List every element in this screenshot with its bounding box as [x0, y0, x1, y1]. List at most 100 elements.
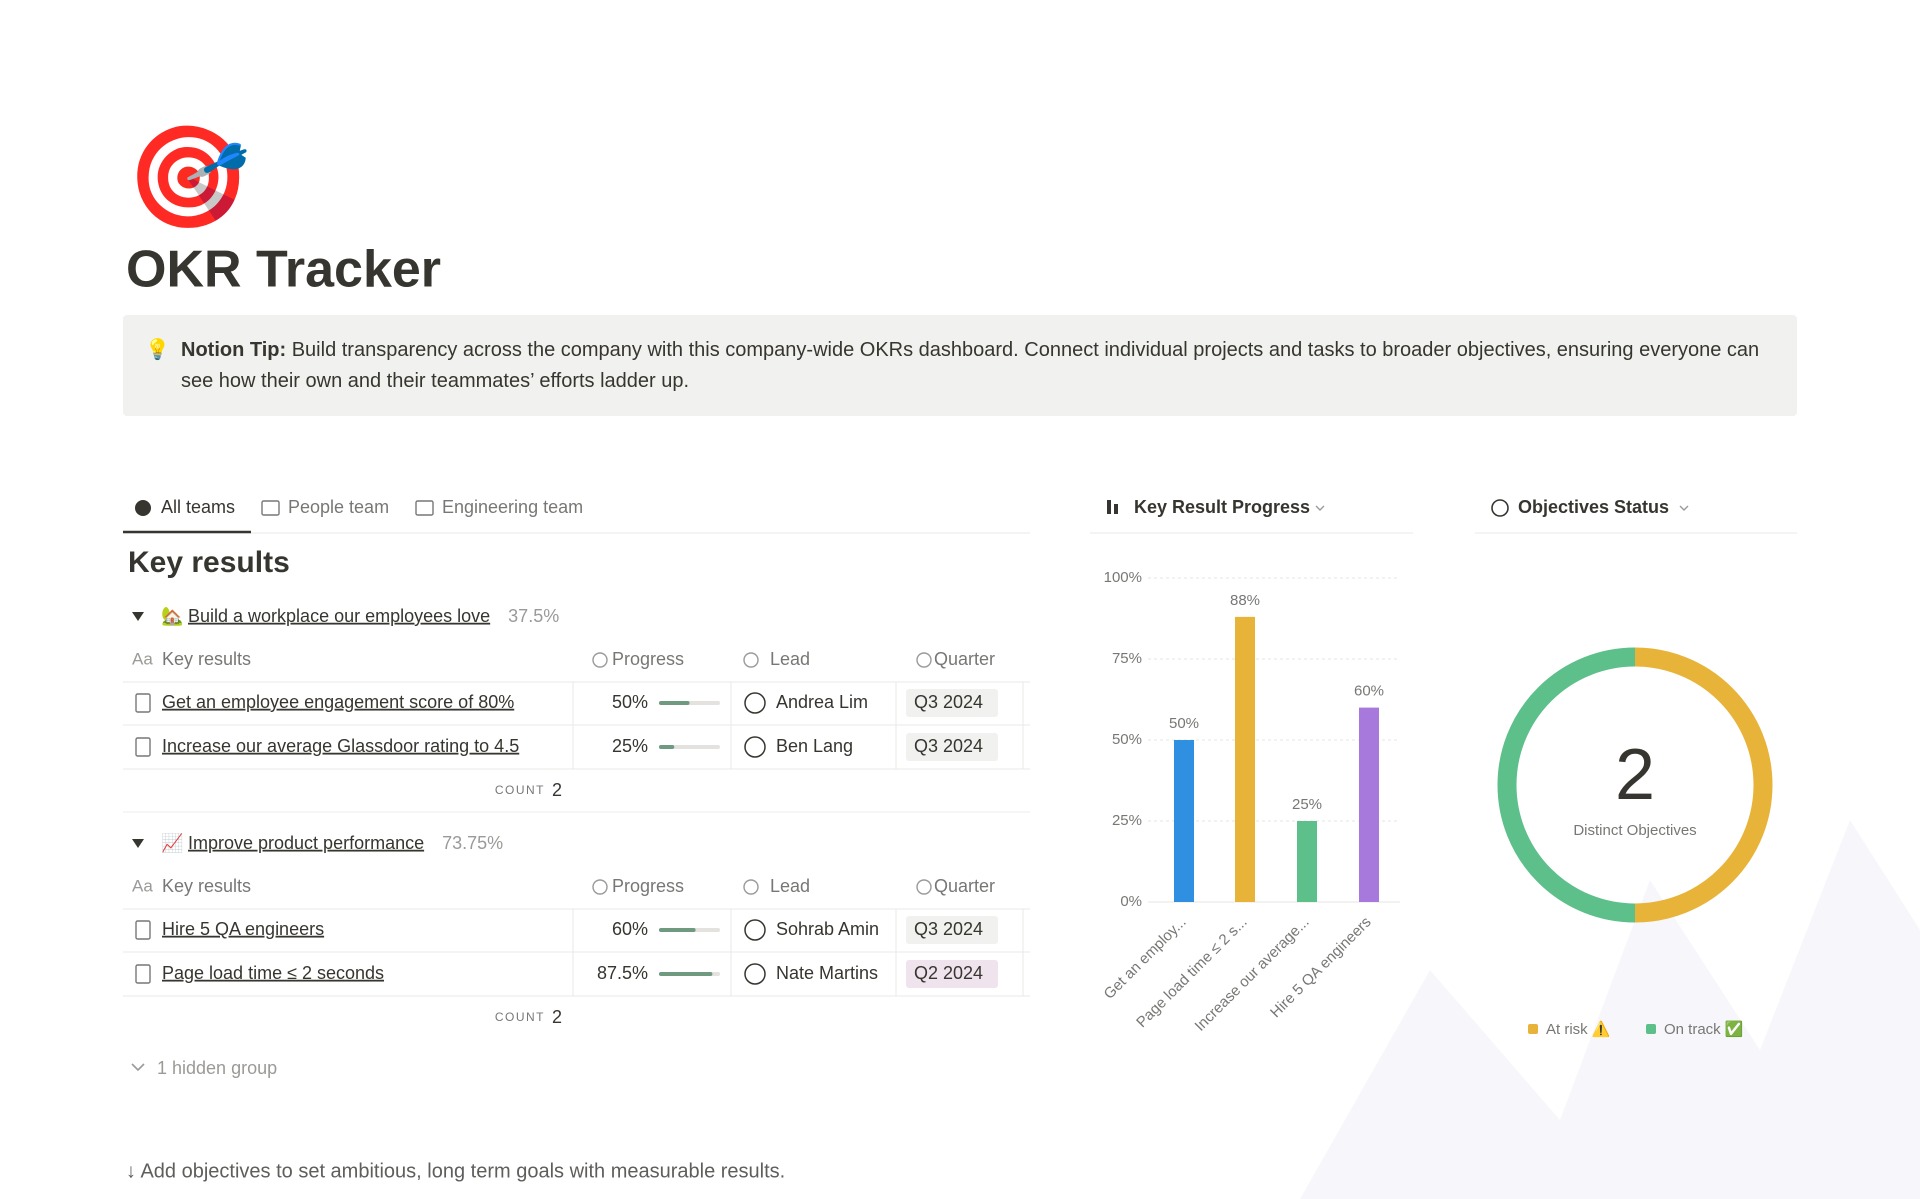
group-summary: 37.5%	[508, 606, 559, 626]
y-tick-label: 50%	[1112, 731, 1142, 748]
x-tick-label: Increase our average...	[1192, 914, 1313, 1035]
footer-text: ↓ Add objectives to set ambitious, long …	[126, 1160, 785, 1182]
lead: Andrea Lim	[776, 692, 868, 712]
bar	[1297, 821, 1317, 902]
toggle[interactable]	[132, 612, 144, 621]
page-icon-small	[135, 964, 151, 984]
progress-label: 60%	[612, 919, 648, 939]
column-icon	[592, 652, 608, 668]
progress-label: 25%	[612, 736, 648, 756]
quarter-tag	[906, 916, 998, 944]
row-title[interactable]: Increase our average Glassdoor rating to…	[162, 736, 519, 756]
y-tick-label: 25%	[1112, 812, 1142, 829]
column-header: Key results	[162, 876, 251, 896]
lead: Ben Lang	[776, 736, 853, 756]
chart-icon	[1107, 500, 1111, 514]
row-title[interactable]: Hire 5 QA engineers	[162, 919, 324, 939]
progress-track	[659, 745, 720, 749]
count: 2	[552, 780, 562, 800]
quarter: Q3 2024	[914, 736, 983, 756]
lead: Nate Martins	[776, 963, 878, 983]
column-header: Progress	[612, 649, 684, 669]
column-icon	[916, 652, 932, 668]
quarter-tag	[906, 733, 998, 761]
progress-bar	[659, 701, 690, 705]
donut-slice	[1634, 647, 1773, 923]
column-header: Quarter	[934, 876, 995, 896]
tab-icon	[261, 500, 280, 516]
y-tick-label: 75%	[1112, 650, 1142, 667]
row-title[interactable]: Page load time ≤ 2 seconds	[162, 963, 384, 983]
callout-icon: 💡	[145, 339, 170, 361]
column-header: Quarter	[934, 649, 995, 669]
count-label: COUNT	[495, 1010, 545, 1024]
y-tick-label: 100%	[1104, 569, 1142, 586]
callout-label: Notion Tip:	[181, 339, 287, 361]
column-icon	[743, 879, 759, 895]
legend-swatch	[1646, 1024, 1656, 1034]
section-title: Key results	[128, 546, 290, 579]
group-summary: 73.75%	[442, 833, 503, 853]
group-icon: 🏡	[161, 606, 183, 626]
value-label: 50%	[1169, 715, 1199, 732]
quarter: Q2 2024	[914, 963, 983, 983]
avatar	[744, 736, 766, 758]
center-value: 2	[1615, 735, 1655, 815]
count-label: COUNT	[495, 783, 545, 797]
chevron	[1315, 505, 1325, 511]
column-header: Lead	[770, 876, 810, 896]
chart-title[interactable]: Key Result Progress	[1134, 497, 1310, 517]
column-icon	[592, 879, 608, 895]
tab[interactable]: Engineering team	[442, 497, 583, 517]
row-title[interactable]: Get an employee engagement score of 80%	[162, 692, 514, 712]
column-icon	[916, 879, 932, 895]
page-title: OKR Tracker	[126, 241, 441, 299]
progress-label: 87.5%	[597, 963, 648, 983]
legend-label: At risk ⚠️	[1546, 1020, 1611, 1038]
page-icon-small	[135, 737, 151, 757]
group-name[interactable]: Build a workplace our employees love	[188, 606, 490, 626]
column-icon	[743, 652, 759, 668]
lead: Sohrab Amin	[776, 919, 879, 939]
background-art	[1300, 820, 1920, 1199]
group-icon: 📈	[161, 832, 183, 853]
avatar	[744, 919, 766, 941]
tab[interactable]: People team	[288, 497, 389, 517]
x-tick-label: Page load time ≤ 2 s...	[1133, 914, 1250, 1031]
count: 2	[552, 1007, 562, 1027]
legend-swatch	[1528, 1024, 1538, 1034]
chart-icon	[1491, 499, 1509, 517]
page-icon: 🎯	[126, 121, 251, 233]
tab[interactable]: All teams	[161, 497, 235, 517]
callout: 💡 Notion Tip: Build transparency across …	[123, 315, 1797, 416]
page-icon-small	[135, 693, 151, 713]
chart-title[interactable]: Objectives Status	[1518, 497, 1669, 517]
group-name[interactable]: Improve product performance	[188, 833, 424, 853]
progress-bar	[659, 972, 713, 976]
quarter: Q3 2024	[914, 692, 983, 712]
bar	[1359, 707, 1379, 902]
column-icon: Aa	[132, 649, 153, 668]
chevron	[1679, 505, 1689, 511]
column-header: Lead	[770, 649, 810, 669]
progress-label: 50%	[612, 692, 648, 712]
legend-label: On track ✅	[1664, 1020, 1744, 1038]
avatar	[744, 692, 766, 714]
value-label: 60%	[1354, 683, 1384, 700]
chart-icon	[1114, 504, 1118, 514]
hidden-groups[interactable]: 1 hidden group	[157, 1058, 277, 1078]
bar	[1174, 740, 1194, 902]
quarter: Q3 2024	[914, 919, 983, 939]
toggle[interactable]	[132, 839, 144, 848]
column-header: Progress	[612, 876, 684, 896]
progress-bar	[659, 745, 675, 749]
value-label: 88%	[1230, 592, 1260, 609]
center-label: Distinct Objectives	[1573, 822, 1696, 839]
y-tick-label: 0%	[1120, 893, 1142, 910]
column-icon: Aa	[132, 876, 153, 895]
chevron	[131, 1063, 145, 1072]
avatar	[744, 963, 766, 985]
tab-icon	[135, 500, 151, 516]
